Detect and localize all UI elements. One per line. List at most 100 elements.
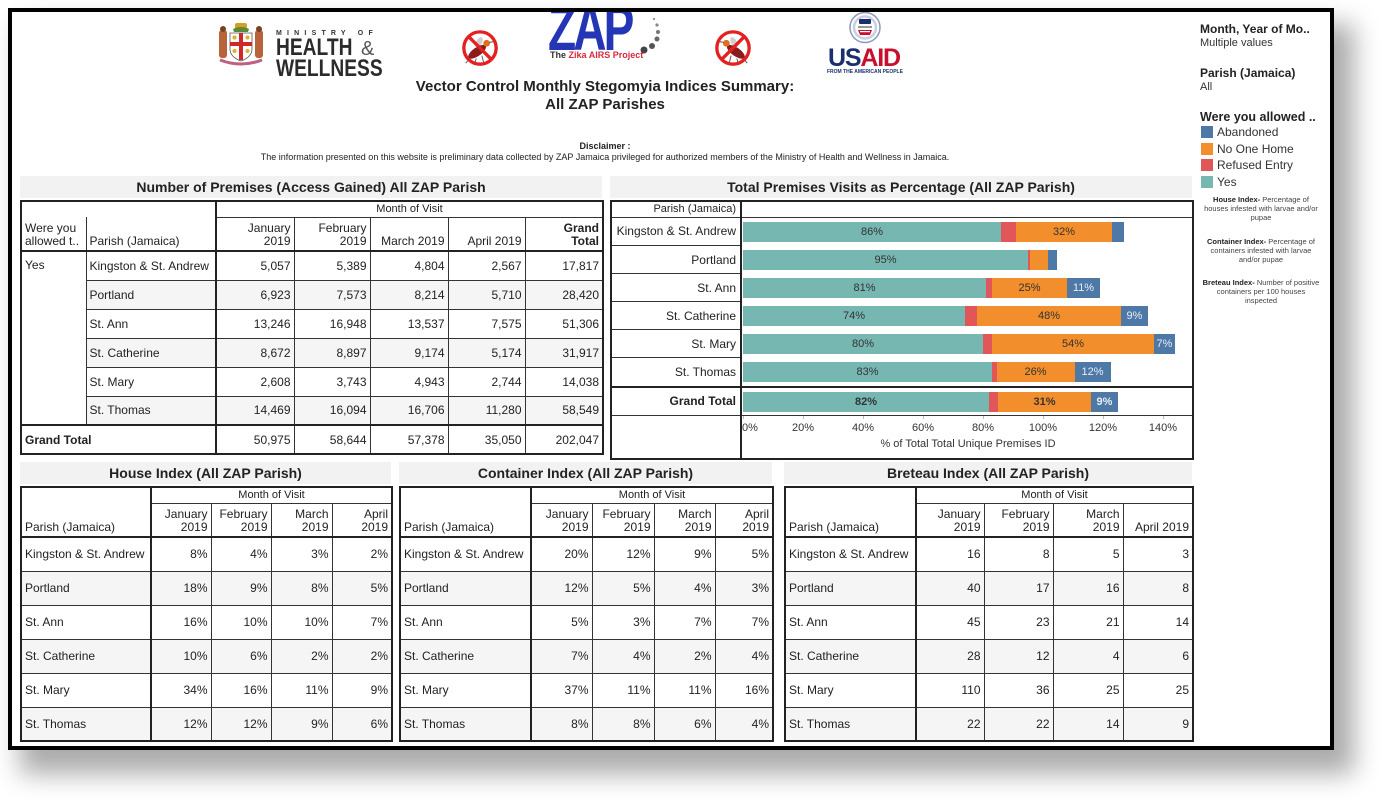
value-cell[interactable]: 22 — [983, 706, 1054, 742]
bar-segment-yes[interactable]: 95% — [743, 249, 1028, 270]
group-cell-yes[interactable]: Yes — [20, 250, 87, 426]
parish-cell[interactable]: St. Catherine — [399, 638, 532, 674]
value-cell[interactable]: 40 — [915, 570, 985, 606]
chart-row-label[interactable]: St. Thomas — [610, 357, 742, 387]
value-cell[interactable]: 4% — [210, 536, 272, 572]
value-cell[interactable]: 11% — [270, 672, 333, 708]
bar-segment-abandoned[interactable]: 9% — [1121, 305, 1148, 326]
bar-segment-yes[interactable]: 86% — [743, 221, 1001, 242]
value-cell[interactable]: 5,710 — [447, 279, 526, 310]
value-cell[interactable]: 5% — [591, 570, 655, 606]
parish-cell[interactable]: Portland — [85, 279, 217, 310]
value-cell[interactable]: 10% — [150, 638, 212, 674]
value-cell[interactable]: 3% — [270, 536, 333, 572]
chart-row-label[interactable]: St. Mary — [610, 329, 742, 358]
value-cell[interactable]: 9 — [1122, 706, 1194, 742]
value-cell[interactable]: 5,174 — [447, 337, 526, 368]
value-cell[interactable]: 5% — [530, 604, 593, 640]
bar-segment-refused-entry[interactable] — [1028, 249, 1030, 270]
chart-row-label[interactable]: Portland — [610, 245, 742, 274]
parish-cell[interactable]: St. Mary — [399, 672, 532, 708]
value-cell[interactable]: 3 — [1122, 536, 1194, 572]
row-total-cell[interactable]: 14,038 — [524, 366, 604, 397]
parish-cell[interactable]: St. Thomas — [784, 706, 917, 742]
value-cell[interactable]: 9% — [270, 706, 333, 742]
value-cell[interactable]: 17 — [983, 570, 1054, 606]
grand-total-value-cell[interactable]: 35,050 — [447, 424, 526, 455]
value-cell[interactable]: 8% — [270, 570, 333, 606]
bar-segment-no-one-home[interactable]: 32% — [1016, 221, 1112, 242]
parish-cell[interactable]: St. Mary — [784, 672, 917, 708]
column-header-january-2019[interactable]: January 2019 — [915, 502, 985, 538]
value-cell[interactable]: 12 — [983, 638, 1054, 674]
bar-segment-abandoned[interactable]: 7% — [1154, 333, 1175, 354]
value-cell[interactable]: 7% — [714, 604, 774, 640]
bar-segment-abandoned[interactable]: 9% — [1091, 391, 1118, 412]
bar-segment-no-one-home[interactable]: 54% — [992, 333, 1154, 354]
value-cell[interactable]: 7% — [530, 638, 593, 674]
stacked-bar[interactable]: 74% 48% 9% — [743, 305, 1148, 326]
stacked-bar[interactable]: 80% 54% 7% — [743, 333, 1175, 354]
legend-item-refused-entry[interactable]: Refused Entry — [1201, 158, 1294, 172]
value-cell[interactable]: 23 — [983, 604, 1054, 640]
bar-segment-yes[interactable]: 81% — [743, 277, 986, 298]
parish-cell[interactable]: St. Catherine — [20, 638, 152, 674]
bar-segment-no-one-home[interactable]: 25% — [992, 277, 1067, 298]
bar-segment-refused-entry[interactable] — [1001, 221, 1016, 242]
parish-cell[interactable]: Kingston & St. Andrew — [784, 536, 917, 572]
value-cell[interactable]: 14 — [1052, 706, 1124, 742]
value-cell[interactable]: 5,057 — [215, 250, 295, 281]
value-cell[interactable]: 6,923 — [215, 279, 295, 310]
value-cell[interactable]: 11% — [653, 672, 716, 708]
row-header-allowed[interactable]: Were you allowed t.. — [20, 216, 87, 252]
bar-segment-yes[interactable]: 80% — [743, 333, 983, 354]
value-cell[interactable]: 5% — [714, 536, 774, 572]
row-header-parish[interactable]: Parish (Jamaica) — [399, 486, 532, 538]
value-cell[interactable]: 5,389 — [293, 250, 371, 281]
value-cell[interactable]: 4% — [591, 638, 655, 674]
row-total-cell[interactable]: 58,549 — [524, 395, 604, 426]
stacked-bar[interactable]: 83% 26% 12% — [743, 361, 1111, 382]
legend-item-abandoned[interactable]: Abandoned — [1201, 125, 1294, 139]
value-cell[interactable]: 10% — [270, 604, 333, 640]
value-cell[interactable]: 13,246 — [215, 308, 295, 339]
value-cell[interactable]: 3% — [714, 570, 774, 606]
column-header-january-2019[interactable]: January 2019 — [150, 502, 212, 538]
value-cell[interactable]: 8% — [591, 706, 655, 742]
value-cell[interactable]: 2,567 — [447, 250, 526, 281]
value-cell[interactable]: 13,537 — [369, 308, 449, 339]
chart-row-header[interactable]: Parish (Jamaica) — [610, 200, 742, 218]
value-cell[interactable]: 4,804 — [369, 250, 449, 281]
grand-total-total-cell[interactable]: 202,047 — [524, 424, 604, 455]
parish-cell[interactable]: St. Ann — [20, 604, 152, 640]
value-cell[interactable]: 3,743 — [293, 366, 371, 397]
stacked-bar[interactable]: 86% 32% — [743, 221, 1124, 242]
column-header-february-2019[interactable]: February 2019 — [983, 502, 1054, 538]
row-total-cell[interactable]: 17,817 — [524, 250, 604, 281]
value-cell[interactable]: 9% — [210, 570, 272, 606]
parish-cell[interactable]: St. Mary — [85, 366, 217, 397]
value-cell[interactable]: 18% — [150, 570, 212, 606]
row-total-cell[interactable]: 28,420 — [524, 279, 604, 310]
value-cell[interactable]: 28 — [915, 638, 985, 674]
chart-row-label[interactable]: Kingston & St. Andrew — [610, 216, 742, 246]
value-cell[interactable]: 4% — [714, 706, 774, 742]
value-cell[interactable]: 16,706 — [369, 395, 449, 426]
column-header-april-2019[interactable]: April 2019 — [714, 502, 774, 538]
value-cell[interactable]: 6% — [210, 638, 272, 674]
parish-cell[interactable]: St. Catherine — [85, 337, 217, 368]
parish-cell[interactable]: St. Mary — [20, 672, 152, 708]
parish-cell[interactable]: St. Thomas — [20, 706, 152, 742]
row-total-cell[interactable]: 51,306 — [524, 308, 604, 339]
value-cell[interactable]: 4,943 — [369, 366, 449, 397]
value-cell[interactable]: 2,744 — [447, 366, 526, 397]
stacked-bar[interactable]: 81% 25% 11% — [743, 277, 1100, 298]
value-cell[interactable]: 12% — [530, 570, 593, 606]
value-cell[interactable]: 25 — [1122, 672, 1194, 708]
bar-segment-abandoned[interactable] — [1047, 249, 1057, 270]
column-header-february-2019[interactable]: February 2019 — [591, 502, 655, 538]
parish-cell[interactable]: Portland — [784, 570, 917, 606]
chart-row-label[interactable]: St. Ann — [610, 273, 742, 302]
value-cell[interactable]: 9% — [331, 672, 393, 708]
column-header-march-2019[interactable]: March 2019 — [653, 502, 716, 538]
